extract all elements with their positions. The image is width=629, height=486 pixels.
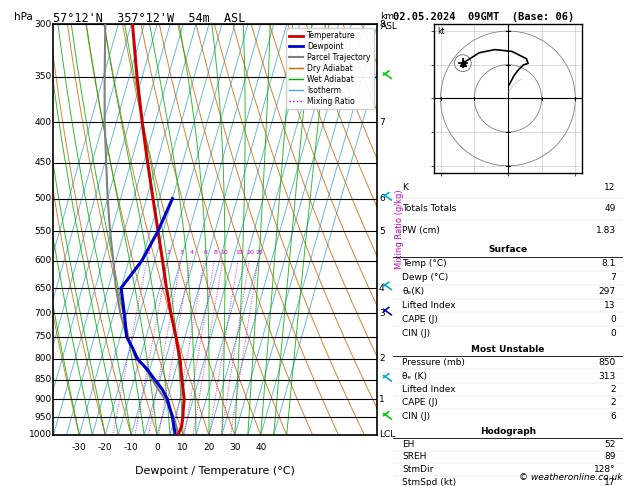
Text: CIN (J): CIN (J) [403, 412, 430, 421]
Text: Hodograph: Hodograph [480, 427, 536, 436]
Text: Lifted Index: Lifted Index [403, 301, 456, 310]
Text: Most Unstable: Most Unstable [471, 345, 545, 354]
Text: 13: 13 [604, 301, 616, 310]
Text: 20: 20 [203, 443, 214, 452]
Text: 57°12'N  357°12'W  54m  ASL: 57°12'N 357°12'W 54m ASL [53, 12, 246, 25]
Text: StmDir: StmDir [403, 465, 433, 474]
Text: K: K [403, 183, 408, 192]
Text: 15: 15 [235, 250, 243, 255]
Text: 52: 52 [604, 440, 616, 449]
Text: 1: 1 [379, 395, 385, 403]
Text: 8: 8 [214, 250, 218, 255]
Text: 02.05.2024  09GMT  (Base: 06): 02.05.2024 09GMT (Base: 06) [393, 12, 574, 22]
Text: 3: 3 [379, 309, 385, 318]
Text: -10: -10 [124, 443, 138, 452]
Text: 10: 10 [177, 443, 189, 452]
Text: 550: 550 [35, 226, 52, 236]
Text: PW (cm): PW (cm) [403, 226, 440, 235]
Text: 4: 4 [379, 283, 385, 293]
Text: 0: 0 [154, 443, 160, 452]
Text: 89: 89 [604, 452, 616, 461]
Text: 313: 313 [599, 371, 616, 381]
Text: -30: -30 [72, 443, 87, 452]
Legend: Temperature, Dewpoint, Parcel Trajectory, Dry Adiabat, Wet Adiabat, Isotherm, Mi: Temperature, Dewpoint, Parcel Trajectory… [286, 28, 374, 109]
Text: 6: 6 [203, 250, 208, 255]
Text: 6: 6 [610, 412, 616, 421]
Text: Dewpoint / Temperature (°C): Dewpoint / Temperature (°C) [135, 466, 296, 476]
Text: hPa: hPa [14, 12, 33, 22]
Text: 900: 900 [35, 395, 52, 403]
Text: Mixing Ratio (g/kg): Mixing Ratio (g/kg) [395, 190, 404, 269]
Text: Pressure (mb): Pressure (mb) [403, 358, 465, 367]
Text: 450: 450 [35, 158, 52, 167]
Text: 17: 17 [604, 478, 616, 486]
Text: 10: 10 [220, 250, 228, 255]
Text: km
ASL: km ASL [381, 12, 398, 31]
Text: CAPE (J): CAPE (J) [403, 398, 438, 407]
Text: θₑ (K): θₑ (K) [403, 371, 427, 381]
Text: 8.1: 8.1 [601, 260, 616, 268]
Text: 0: 0 [610, 315, 616, 324]
Text: 6: 6 [379, 194, 385, 203]
Text: θₑ(K): θₑ(K) [403, 287, 425, 296]
Text: 12: 12 [604, 183, 616, 192]
Text: -20: -20 [98, 443, 113, 452]
Text: kt: kt [437, 27, 445, 36]
Text: 7: 7 [610, 273, 616, 282]
Text: 350: 350 [35, 72, 52, 81]
Text: 5: 5 [379, 226, 385, 236]
Text: 25: 25 [255, 250, 263, 255]
Text: 1: 1 [146, 250, 150, 255]
Text: 2: 2 [167, 250, 171, 255]
Text: 128°: 128° [594, 465, 616, 474]
Text: 7: 7 [379, 118, 385, 127]
Text: 0: 0 [610, 329, 616, 338]
Text: 8: 8 [379, 20, 385, 29]
Text: Surface: Surface [488, 245, 528, 255]
Text: 600: 600 [35, 256, 52, 265]
Text: Temp (°C): Temp (°C) [403, 260, 447, 268]
Text: 2: 2 [610, 385, 616, 394]
Text: 1000: 1000 [29, 431, 52, 439]
Text: © weatheronline.co.uk: © weatheronline.co.uk [519, 473, 623, 482]
Text: 1.83: 1.83 [596, 226, 616, 235]
Text: 300: 300 [35, 20, 52, 29]
Text: 4: 4 [189, 250, 194, 255]
Text: LCL: LCL [379, 431, 395, 439]
Text: 850: 850 [35, 375, 52, 384]
Text: 20: 20 [246, 250, 254, 255]
Text: Dewp (°C): Dewp (°C) [403, 273, 448, 282]
Text: CIN (J): CIN (J) [403, 329, 430, 338]
Text: 950: 950 [35, 413, 52, 422]
Text: EH: EH [403, 440, 415, 449]
Text: Totals Totals: Totals Totals [403, 205, 457, 213]
Text: 500: 500 [35, 194, 52, 203]
Text: 2: 2 [610, 398, 616, 407]
Text: 800: 800 [35, 354, 52, 364]
Text: 700: 700 [35, 309, 52, 318]
Text: StmSpd (kt): StmSpd (kt) [403, 478, 457, 486]
Text: CAPE (J): CAPE (J) [403, 315, 438, 324]
Text: 49: 49 [604, 205, 616, 213]
Text: Lifted Index: Lifted Index [403, 385, 456, 394]
Text: 2: 2 [379, 354, 385, 364]
Text: SREH: SREH [403, 452, 426, 461]
Text: 3: 3 [180, 250, 184, 255]
Text: 850: 850 [599, 358, 616, 367]
Text: 650: 650 [35, 283, 52, 293]
Text: 400: 400 [35, 118, 52, 127]
Text: 750: 750 [35, 332, 52, 341]
Text: 297: 297 [599, 287, 616, 296]
Text: 40: 40 [255, 443, 267, 452]
Text: 30: 30 [229, 443, 241, 452]
